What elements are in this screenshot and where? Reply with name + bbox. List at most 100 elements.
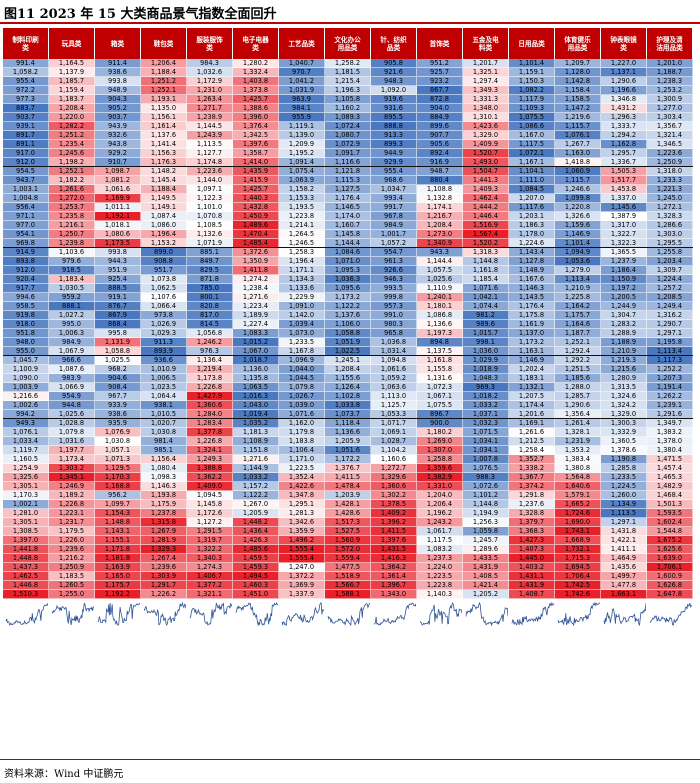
table-cell: 1,510.3 [3, 590, 49, 599]
sparkline [281, 602, 324, 627]
table-cell: 1,194.9 [463, 509, 509, 518]
table-cell: 1,431.8 [601, 527, 647, 536]
table-cell: 1,206.4 [141, 59, 187, 68]
table-cell: 948.3 [371, 77, 417, 86]
table-cell: 1,453.8 [601, 185, 647, 194]
table-cell: 1,025.5 [95, 356, 141, 365]
table-cell: 905.6 [417, 140, 463, 149]
table-cell: 1,127.8 [509, 257, 555, 266]
table-cell: 1,133.6 [279, 284, 325, 293]
table-cell: 954.1 [3, 230, 49, 239]
table-cell: 1,517.7 [601, 176, 647, 185]
sparkline-series [189, 602, 232, 626]
table-cell: 1,321.4 [647, 131, 693, 140]
table-cell: 931.6 [371, 104, 417, 113]
table-cell: 1,095.3 [325, 266, 371, 275]
table-cell: 1,175.9 [141, 500, 187, 509]
table-cell: 1,031.9 [279, 86, 325, 95]
table-cell: 1,190.8 [601, 455, 647, 464]
table-cell: 1,122.3 [187, 194, 233, 203]
table-cell: 888.5 [95, 284, 141, 293]
table-cell: 905.8 [371, 59, 417, 68]
table-cell: 1,246.6 [555, 185, 601, 194]
table-cell: 936.6 [141, 356, 187, 365]
table-cell: 1,406.7 [187, 572, 233, 581]
table-cell: 1,411.5 [371, 527, 417, 536]
table-cell: 1,263.4 [187, 95, 233, 104]
table-cell: 1,197.7 [49, 446, 95, 455]
table-cell: 1,146.3 [509, 284, 555, 293]
column-header: 鞋包类 [141, 28, 187, 59]
table-cell: 1,260.5 [49, 581, 95, 590]
table-cell: 1,286.6 [647, 221, 693, 230]
table-cell: 899.0 [141, 248, 187, 257]
table-cell: 1,147.2 [555, 104, 601, 113]
table-cell: 1,205.2 [463, 590, 509, 599]
table-cell: 1,359.6 [417, 464, 463, 473]
table-cell: 1,267.7 [555, 140, 601, 149]
table-cell: 1,076.1 [555, 131, 601, 140]
table-cell: 1,477.5 [325, 563, 371, 572]
table-cell: 1,146.3 [141, 482, 187, 491]
table-cell: 1,104.2 [371, 446, 417, 455]
table-cell: 1,207.3 [647, 374, 693, 383]
column-header: 电子电器 类 [233, 28, 279, 59]
table-cell: 1,203.1 [509, 212, 555, 221]
table-cell: 1,030.5 [49, 284, 95, 293]
table-cell: 1,115.3 [325, 176, 371, 185]
table-cell: 1,110.9 [417, 284, 463, 293]
footer-rule [0, 759, 700, 760]
table-cell: 1,233.3 [647, 176, 693, 185]
table-cell: 1,544.8 [647, 527, 693, 536]
table-cell: 946.3 [371, 275, 417, 284]
table-cell: 1,300.9 [647, 95, 693, 104]
table-cell: 1,045.7 [3, 356, 49, 365]
table-cell: 968.6 [371, 176, 417, 185]
table-cell: 1,246.2 [187, 338, 233, 347]
table-cell: 1,205.9 [325, 437, 371, 446]
table-cell: 1,007.8 [463, 455, 509, 464]
table-cell: 1,207.5 [509, 392, 555, 401]
table-cell: 1,018.1 [95, 221, 141, 230]
table-cell: 1,097.1 [187, 185, 233, 194]
table-cell: 1,183.8 [279, 437, 325, 446]
table-cell: 1,006.5 [141, 374, 187, 383]
table-cell: 1,208.4 [49, 104, 95, 113]
table-cell: 1,115.7 [555, 122, 601, 131]
table-cell: 1,192.2 [95, 590, 141, 599]
sparkline [465, 601, 508, 627]
sparkline [373, 602, 416, 626]
column-header: 钟表眼镜 类 [601, 28, 647, 59]
table-cell: 1,388.8 [187, 464, 233, 473]
table-cell: 1,397.6 [371, 536, 417, 545]
table-cell: 1,593.5 [647, 509, 693, 518]
table-cell: 1,322.7 [601, 230, 647, 239]
table-cell: 1,444.2 [463, 203, 509, 212]
table-cell: 1,255.0 [49, 590, 95, 599]
table-cell: 1,324.2 [601, 401, 647, 410]
table-cell: 1,715.3 [555, 554, 601, 563]
table-cell: 1,113.4 [555, 275, 601, 284]
table-cell: 1,227.0 [601, 59, 647, 68]
table-cell: 919.6 [371, 95, 417, 104]
table-cell: 1,057.1 [95, 446, 141, 455]
table-cell: 981.2 [463, 311, 509, 320]
table-cell: 1,322.2 [187, 545, 233, 554]
table-cell: 1,380.4 [647, 446, 693, 455]
table-cell: 1,216.7 [417, 212, 463, 221]
table-cell: 1,117.3 [647, 356, 693, 365]
table-cell: 1,305.1 [3, 482, 49, 491]
table-cell: 1,427.3 [509, 536, 555, 545]
table-cell: 1,032.3 [463, 419, 509, 428]
table-cell: 1,262.2 [647, 392, 693, 401]
table-cell: 1,071.3 [95, 455, 141, 464]
table-cell: 1,272.7 [371, 464, 417, 473]
table-cell: 1,223.6 [647, 149, 693, 158]
table-cell: 1,145.6 [601, 203, 647, 212]
table-cell: 1,159.6 [555, 221, 601, 230]
table-cell: 1,485.6 [233, 545, 279, 554]
table-cell: 1,109.3 [509, 104, 555, 113]
column-header: 工艺品类 [279, 28, 325, 59]
table-cell: 923.2 [417, 77, 463, 86]
table-cell: 1,281.3 [279, 509, 325, 518]
